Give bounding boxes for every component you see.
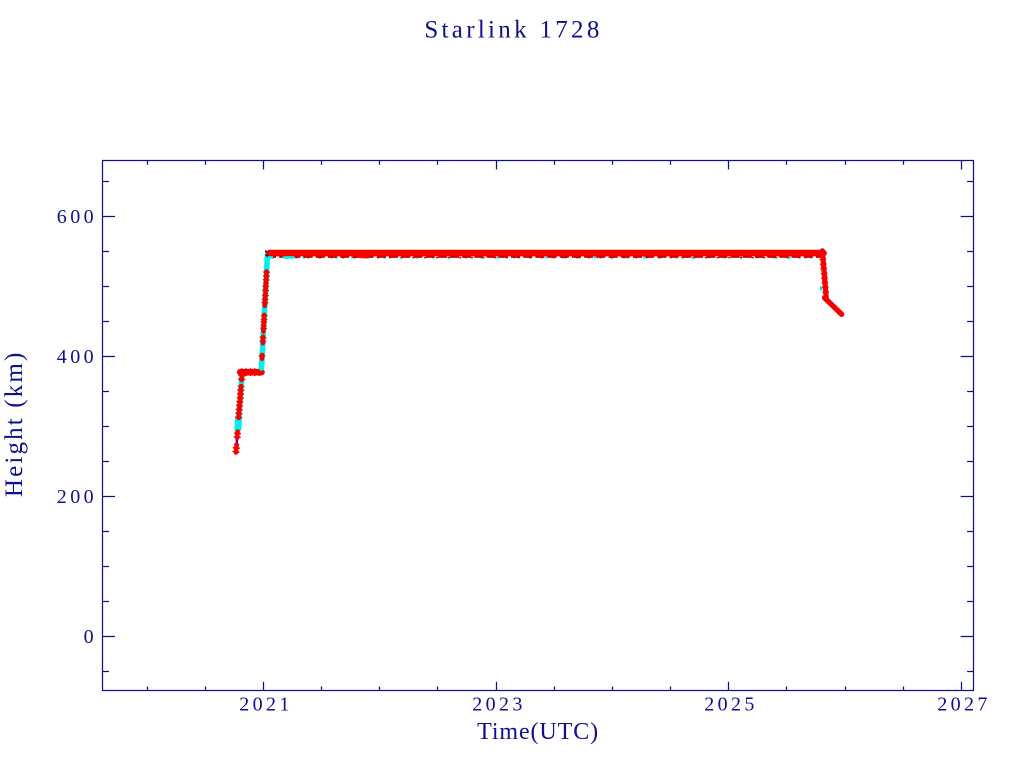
svg-text:2023: 2023 <box>472 694 526 716</box>
svg-text:Time(UTC): Time(UTC) <box>477 719 599 745</box>
svg-text:0: 0 <box>84 626 97 648</box>
svg-text:600: 600 <box>57 206 97 228</box>
svg-text:200: 200 <box>57 486 97 508</box>
svg-text:2021: 2021 <box>239 694 293 716</box>
svg-text:400: 400 <box>57 346 97 368</box>
svg-text:2025: 2025 <box>704 694 758 716</box>
svg-text:Starlink 1728: Starlink 1728 <box>424 17 602 44</box>
svg-text:2027: 2027 <box>937 694 991 716</box>
svg-text:Height (km): Height (km) <box>1 351 28 498</box>
